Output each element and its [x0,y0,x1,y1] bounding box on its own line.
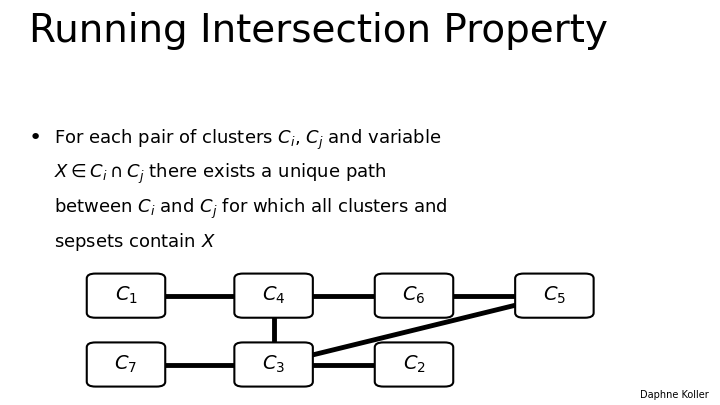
Text: sepsets contain $X$: sepsets contain $X$ [54,231,216,253]
FancyBboxPatch shape [235,274,312,318]
FancyBboxPatch shape [86,274,165,318]
Text: $\mathit{C}_5$: $\mathit{C}_5$ [543,285,566,306]
FancyBboxPatch shape [374,342,454,386]
Text: $X \in \mathit{C}_i \cap \mathit{C}_j$ there exists a unique path: $X \in \mathit{C}_i \cap \mathit{C}_j$ t… [54,162,387,186]
Text: For each pair of clusters $\mathit{C}_i$, $\mathit{C}_j$ and variable: For each pair of clusters $\mathit{C}_i$… [54,128,441,152]
FancyBboxPatch shape [235,342,312,386]
Text: $\mathit{C}_6$: $\mathit{C}_6$ [402,285,426,306]
FancyBboxPatch shape [86,342,165,386]
Text: Daphne Koller: Daphne Koller [641,390,709,400]
Text: $\mathit{C}_2$: $\mathit{C}_2$ [402,354,426,375]
FancyBboxPatch shape [516,274,593,318]
Text: $\mathit{C}_4$: $\mathit{C}_4$ [262,285,285,306]
Text: $\mathit{C}_1$: $\mathit{C}_1$ [114,285,138,306]
Text: •: • [29,128,42,147]
Text: between $\mathit{C}_i$ and $\mathit{C}_j$ for which all clusters and: between $\mathit{C}_i$ and $\mathit{C}_j… [54,196,448,221]
Text: Running Intersection Property: Running Intersection Property [29,12,608,50]
Text: $\mathit{C}_3$: $\mathit{C}_3$ [262,354,285,375]
Text: $\mathit{C}_7$: $\mathit{C}_7$ [114,354,138,375]
FancyBboxPatch shape [374,274,454,318]
